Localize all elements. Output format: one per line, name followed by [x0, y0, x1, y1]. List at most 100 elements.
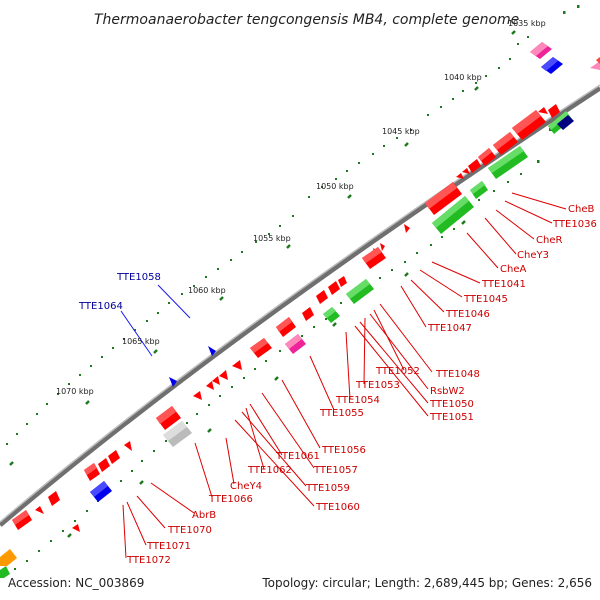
gene-feature — [302, 307, 314, 321]
scale-label: 1055 kbp — [253, 234, 291, 243]
gene-label: TTE1071 — [146, 541, 191, 552]
gene-label: CheB — [568, 204, 594, 215]
genome-info-text: Topology: circular; Length: 2,689,445 bp… — [261, 576, 592, 590]
gene-label: TTE1045 — [463, 294, 508, 305]
gene-feature — [456, 173, 464, 179]
gene-feature — [193, 391, 202, 400]
leader-lines-blue — [120, 284, 191, 357]
gene-feature — [285, 334, 306, 354]
gene-feature — [362, 247, 386, 269]
gene-label: TTE1051 — [429, 412, 474, 423]
gene-label: TTE1058 — [116, 272, 161, 283]
scale-ticks-major — [9, 30, 516, 466]
gene-feature — [541, 57, 563, 74]
gene-label: RsbW2 — [430, 386, 465, 397]
scale-ticks-inner-major — [67, 220, 466, 538]
scale-label: 1060 kbp — [188, 286, 226, 295]
scale-label: 1045 kbp — [382, 127, 420, 136]
gene-feature — [35, 506, 44, 514]
gene-label: TTE1060 — [315, 502, 360, 513]
scale-ticks-outer — [6, 5, 580, 445]
gene-feature — [470, 181, 488, 199]
gene-feature — [208, 346, 216, 356]
gene-label: AbrB — [192, 510, 216, 521]
accession-text: Accession: NC_003869 — [8, 576, 144, 590]
gene-feature — [108, 450, 120, 464]
gene-label: TTE1048 — [435, 369, 480, 380]
gene-label: TTE1072 — [126, 555, 171, 566]
gene-feature — [232, 360, 242, 370]
gene-feature — [163, 421, 192, 447]
gene-feature — [380, 243, 385, 251]
gene-feature — [169, 377, 177, 387]
gene-feature — [72, 524, 80, 532]
gene-label: TTE1046 — [445, 309, 490, 320]
gene-label: TTE1061 — [275, 451, 320, 462]
gene-feature — [206, 381, 214, 390]
gene-feature — [432, 196, 474, 234]
gene-feature — [219, 370, 228, 380]
gene-feature — [250, 338, 272, 358]
gene-feature — [462, 168, 470, 174]
gene-feature — [404, 224, 410, 233]
gene-feature — [557, 115, 574, 130]
gene-feature — [328, 281, 340, 295]
gene-label: TTE1066 — [208, 494, 253, 505]
inner-features — [0, 104, 574, 578]
gene-label: TTE1050 — [429, 399, 474, 410]
gene-feature — [425, 182, 462, 215]
gene-label: TTE1056 — [321, 445, 366, 456]
gene-feature — [512, 110, 546, 140]
gene-feature — [156, 406, 181, 430]
gene-label: TTE1064 — [78, 301, 123, 312]
gene-feature — [346, 279, 374, 304]
gene-feature — [98, 458, 110, 472]
gene-feature — [276, 317, 296, 337]
gene-label: TTE1036 — [552, 219, 597, 230]
scale-label: 1040 kbp — [444, 73, 482, 82]
gene-label: TTE1052 — [375, 366, 420, 377]
gene-label: CheR — [536, 235, 562, 246]
gene-feature — [0, 566, 10, 578]
gene-feature — [212, 376, 220, 385]
gene-feature — [530, 42, 552, 59]
gene-feature — [90, 481, 112, 502]
gene-label: TTE1053 — [355, 380, 400, 391]
scale-label: 1065 kbp — [122, 337, 160, 346]
gene-label: TTE1054 — [335, 395, 380, 406]
gene-feature — [323, 307, 340, 323]
gene-feature — [538, 107, 548, 114]
gene-label: TTE1062 — [247, 465, 292, 476]
gene-label: CheY4 — [230, 481, 262, 492]
gene-label: CheA — [500, 264, 526, 275]
scale-label: 1035 kbp — [508, 19, 546, 28]
gene-label: TTE1057 — [313, 465, 358, 476]
gene-label: TTE1070 — [167, 525, 212, 536]
gene-feature — [84, 463, 100, 481]
gene-feature — [48, 491, 60, 506]
gene-labels-blue: TTE1058 TTE1064 — [78, 272, 161, 312]
gene-label: TTE1059 — [305, 483, 350, 494]
gene-feature — [124, 441, 132, 451]
scale-label: 1070 kbp — [56, 387, 94, 396]
gene-feature — [548, 104, 560, 118]
gene-feature — [468, 159, 481, 173]
gene-feature — [478, 148, 496, 166]
map-title: Thermoanaerobacter tengcongensis MB4, co… — [94, 12, 519, 28]
gene-feature — [590, 61, 600, 70]
gene-feature — [12, 510, 32, 530]
scale-label: 1050 kbp — [316, 182, 354, 191]
gene-feature — [338, 276, 347, 287]
genome-backbone-highlight — [0, 84, 600, 523]
leader-lines — [122, 192, 567, 559]
gene-feature — [488, 146, 528, 179]
genome-backbone — [0, 85, 600, 527]
scale-ticks-inner — [14, 128, 552, 570]
gene-label: CheY3 — [517, 250, 549, 261]
gene-feature — [0, 549, 17, 566]
gene-feature — [493, 132, 518, 155]
gene-feature — [316, 290, 328, 304]
gene-label: TTE1047 — [427, 323, 472, 334]
gene-label: TTE1055 — [319, 408, 364, 419]
